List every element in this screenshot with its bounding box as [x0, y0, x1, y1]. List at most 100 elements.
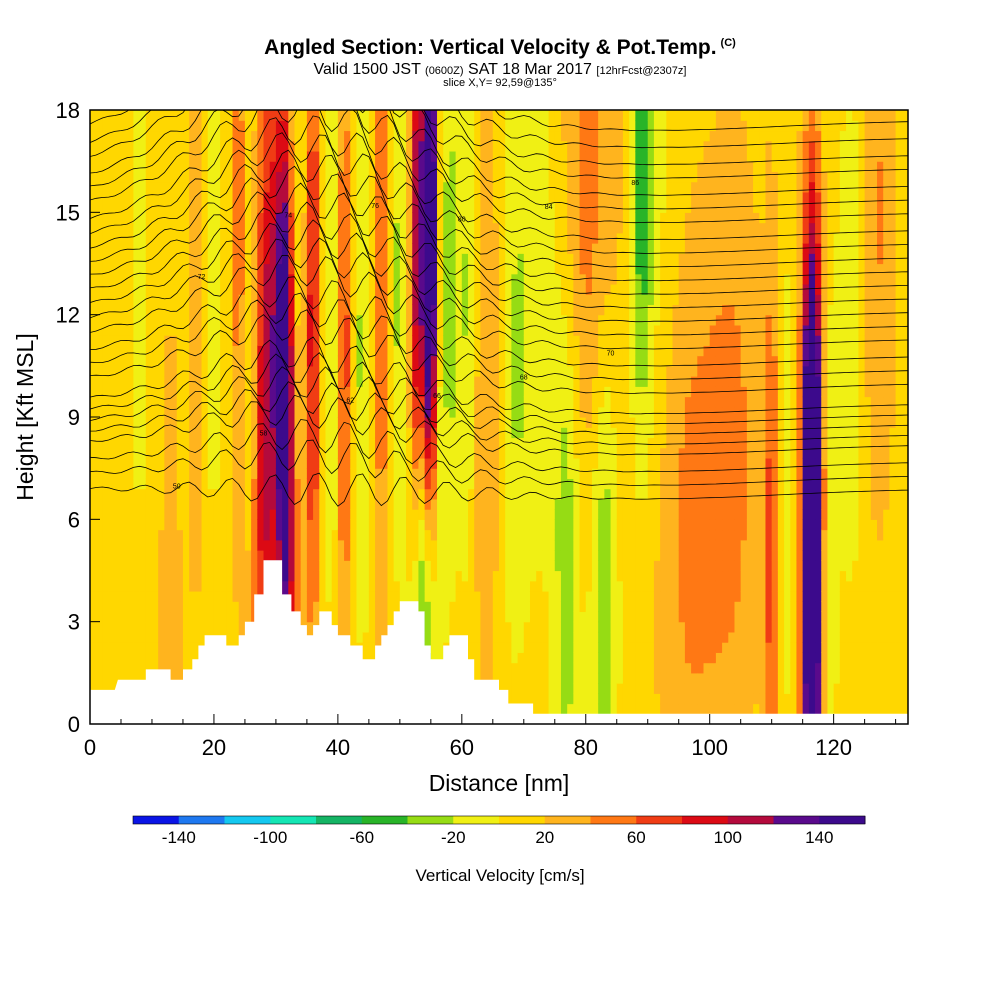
velocity-cell	[275, 417, 283, 428]
velocity-cell	[102, 376, 110, 387]
velocity-cell	[362, 488, 370, 500]
velocity-cell	[356, 110, 364, 121]
velocity-cell	[461, 580, 469, 592]
velocity-cell	[90, 335, 97, 346]
velocity-cell	[344, 212, 351, 224]
velocity-cell	[511, 191, 519, 203]
velocity-cell	[275, 202, 283, 213]
velocity-cell	[536, 539, 543, 551]
velocity-cell	[195, 345, 203, 357]
velocity-cell	[480, 468, 488, 479]
velocity-cell	[529, 243, 537, 254]
velocity-cell	[319, 509, 327, 520]
velocity-cell	[90, 498, 97, 510]
velocity-cell	[220, 621, 227, 633]
velocity-cell	[344, 345, 351, 357]
velocity-cell	[275, 304, 283, 316]
velocity-cell	[573, 253, 581, 265]
velocity-cell	[182, 273, 190, 285]
velocity-cell	[269, 273, 277, 285]
velocity-cell	[96, 253, 103, 265]
velocity-cell	[542, 427, 550, 439]
velocity-cell	[399, 386, 407, 398]
velocity-cell	[170, 376, 178, 387]
velocity-cell	[133, 519, 141, 531]
velocity-cell	[430, 498, 438, 510]
velocity-cell	[164, 253, 172, 265]
velocity-cell	[560, 447, 568, 459]
velocity-cell	[468, 355, 475, 367]
velocity-cell	[375, 478, 382, 490]
velocity-cell	[176, 498, 184, 510]
velocity-cell	[455, 427, 463, 439]
velocity-cell	[536, 529, 543, 541]
velocity-cell	[189, 631, 196, 643]
velocity-cell	[362, 130, 370, 142]
velocity-cell	[232, 130, 240, 142]
velocity-cell	[486, 478, 494, 490]
velocity-cell	[474, 202, 482, 213]
velocity-cell	[288, 222, 296, 234]
velocity-cell	[437, 396, 444, 408]
velocity-cell	[536, 621, 543, 633]
velocity-cell	[468, 621, 475, 633]
velocity-cell	[127, 478, 134, 490]
velocity-cell	[313, 509, 320, 520]
velocity-cell	[275, 171, 283, 183]
velocity-cell	[114, 652, 122, 664]
velocity-cell	[393, 202, 401, 213]
velocity-cell	[585, 161, 593, 172]
velocity-cell	[319, 263, 327, 275]
velocity-cell	[542, 693, 550, 705]
velocity-cell	[195, 437, 203, 449]
velocity-cell	[145, 355, 153, 367]
velocity-cell	[579, 355, 587, 367]
velocity-cell	[567, 703, 574, 715]
velocity-cell	[430, 621, 438, 633]
velocity-cell	[393, 304, 401, 316]
velocity-cell	[306, 427, 314, 439]
velocity-cell	[244, 335, 252, 346]
velocity-cell	[164, 335, 172, 346]
velocity-cell	[275, 427, 283, 439]
velocity-cell	[306, 304, 314, 316]
velocity-cell	[598, 140, 605, 152]
velocity-cell	[331, 273, 339, 285]
velocity-cell	[201, 171, 209, 183]
velocity-cell	[443, 631, 451, 643]
velocity-cell	[114, 662, 122, 674]
velocity-cell	[120, 222, 128, 234]
velocity-cell	[573, 468, 581, 479]
velocity-cell	[344, 232, 351, 244]
velocity-cell	[170, 652, 178, 664]
velocity-cell	[269, 110, 277, 121]
velocity-cell	[96, 590, 103, 602]
velocity-cell	[238, 365, 246, 377]
velocity-cell	[145, 294, 153, 306]
velocity-cell	[257, 437, 265, 449]
velocity-cell	[480, 376, 488, 387]
velocity-cell	[344, 611, 351, 623]
velocity-cell	[189, 427, 196, 439]
velocity-cell	[548, 181, 556, 193]
velocity-cell	[573, 570, 581, 582]
velocity-cell	[282, 130, 289, 142]
velocity-cell	[337, 130, 345, 142]
velocity-cell	[201, 355, 209, 367]
velocity-cell	[418, 161, 426, 172]
velocity-cell	[573, 150, 581, 162]
velocity-cell	[548, 457, 556, 469]
velocity-cell	[499, 621, 506, 633]
velocity-cell	[591, 253, 599, 265]
velocity-cell	[226, 243, 234, 254]
velocity-cell	[585, 386, 593, 398]
velocity-cell	[269, 529, 277, 541]
velocity-cell	[523, 283, 531, 295]
velocity-cell	[499, 140, 506, 152]
velocity-cell	[499, 365, 506, 377]
velocity-cell	[529, 140, 537, 152]
velocity-cell	[127, 498, 134, 510]
velocity-cell	[443, 140, 451, 152]
velocity-cell	[492, 457, 500, 469]
velocity-cell	[120, 570, 128, 582]
